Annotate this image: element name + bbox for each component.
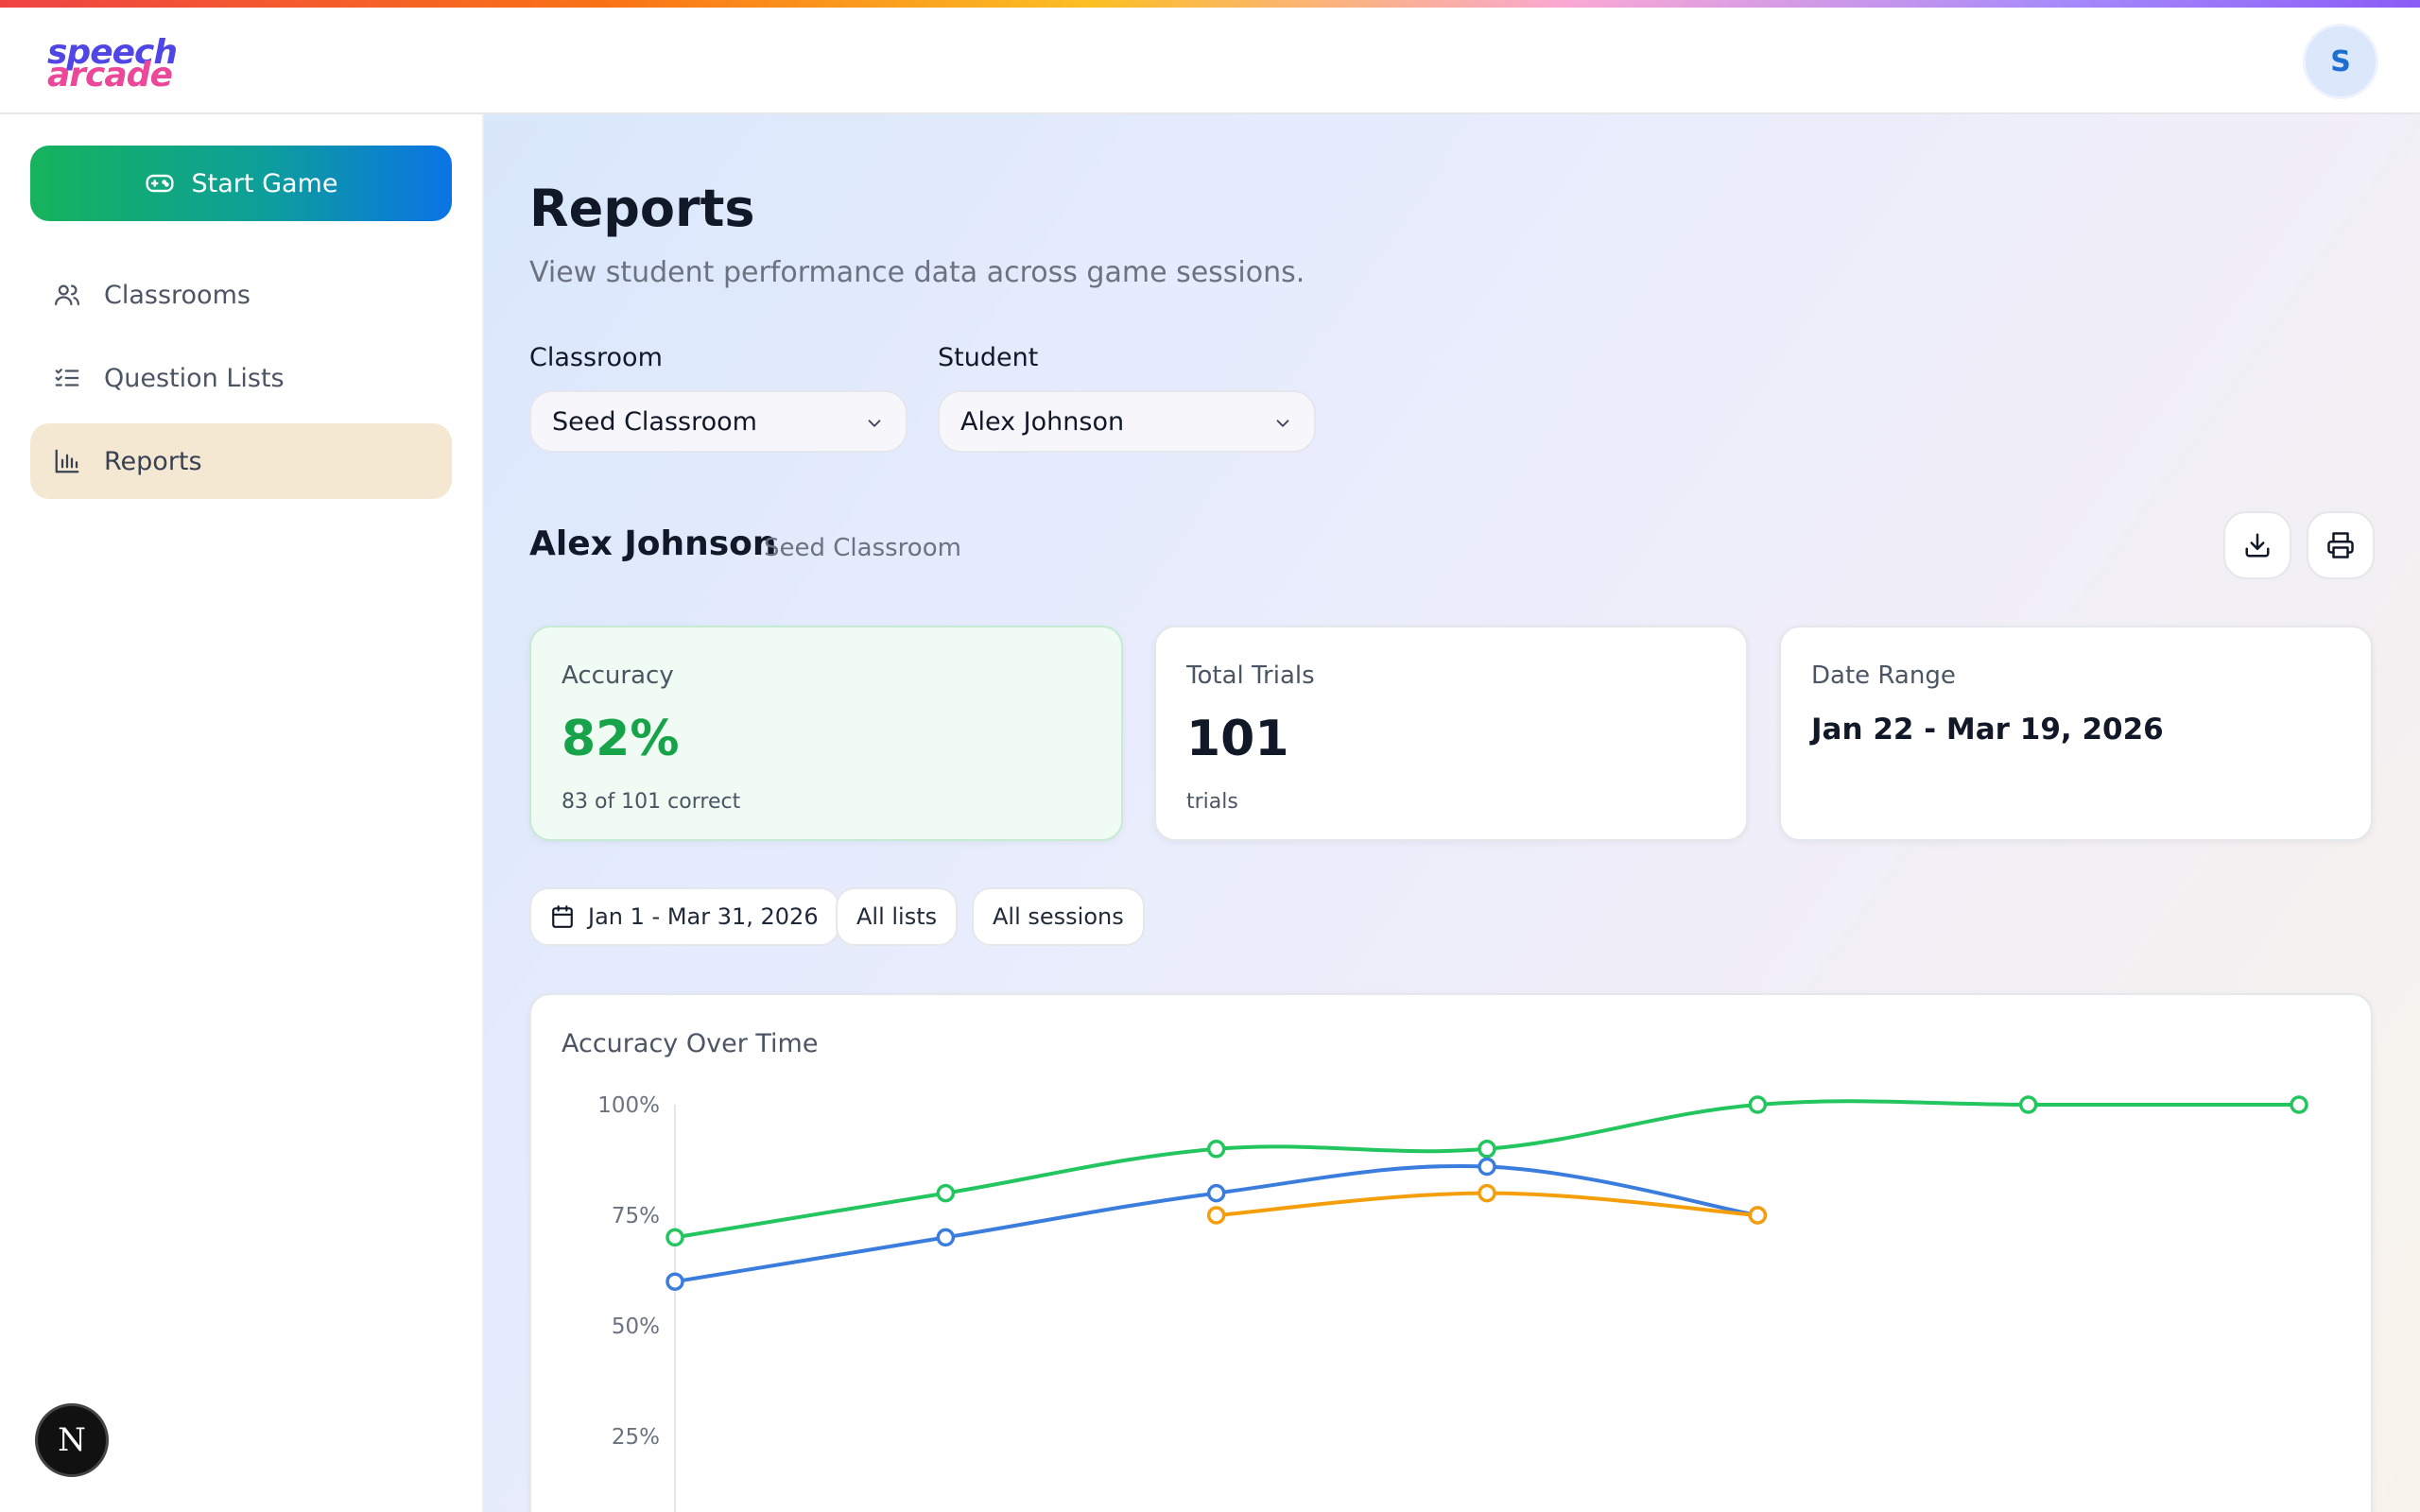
accuracy-chart-card: Accuracy Over Time 100% 75% 50% 25%: [529, 993, 2373, 1512]
data-point[interactable]: [1478, 1183, 1496, 1203]
date-range-value: Jan 22 - Mar 19, 2026: [1811, 713, 2164, 747]
student-select-value: Alex Johnson: [960, 406, 1125, 437]
speech-arcade-logo[interactable]: speech arcade: [47, 33, 180, 93]
calendar-icon: [552, 905, 573, 928]
lists-filter-label: All lists: [856, 903, 938, 930]
data-point[interactable]: [1748, 1206, 1768, 1225]
accuracy-label: Accuracy: [562, 662, 674, 690]
sidebar-item-classrooms[interactable]: Classrooms: [30, 257, 452, 333]
data-point[interactable]: [936, 1228, 956, 1247]
y-tick-label: 100%: [597, 1093, 660, 1118]
date-range-card: Date Range Jan 22 - Mar 19, 2026: [1779, 626, 2373, 841]
sessions-filter-chip[interactable]: All sessions: [972, 887, 1145, 946]
y-tick-label: 25%: [612, 1425, 660, 1450]
data-point[interactable]: [2018, 1095, 2038, 1114]
start-game-button[interactable]: Start Game: [30, 146, 452, 221]
report-classroom-name: Seed Classroom: [764, 534, 961, 562]
sidebar-item-question-lists[interactable]: Question Lists: [30, 340, 452, 416]
top-bar: speech arcade S: [0, 8, 2420, 114]
download-button[interactable]: [2223, 511, 2291, 579]
sidebar-item-label: Question Lists: [104, 363, 285, 393]
page-title: Reports: [529, 179, 755, 238]
data-point[interactable]: [2290, 1095, 2308, 1114]
sidebar-item-label: Classrooms: [104, 280, 251, 310]
data-point[interactable]: [666, 1272, 684, 1291]
user-avatar[interactable]: S: [2303, 24, 2378, 99]
accuracy-sub: 83 of 101 correct: [562, 790, 741, 814]
total-trials-sub: trials: [1186, 790, 1238, 814]
classroom-select-value: Seed Classroom: [552, 406, 757, 437]
classroom-label: Classroom: [529, 343, 663, 372]
sidebar-item-reports[interactable]: Reports: [30, 423, 452, 499]
logo-text-arcade: arcade: [47, 56, 173, 94]
download-icon: [2245, 533, 2270, 558]
accuracy-line-chart: 100% 75% 50% 25%: [597, 1093, 2308, 1512]
dev-tools-badge[interactable]: N: [35, 1403, 109, 1477]
printer-icon: [2327, 532, 2354, 558]
date-filter-chip[interactable]: Jan 1 - Mar 31, 2026: [529, 887, 839, 946]
accuracy-card: Accuracy 82% 83 of 101 correct: [529, 626, 1123, 841]
accuracy-value: 82%: [562, 711, 680, 767]
classroom-select[interactable]: Seed Classroom: [529, 390, 908, 453]
data-point[interactable]: [1478, 1140, 1496, 1159]
checklist-icon: [55, 369, 79, 387]
sidebar-item-label: Reports: [104, 446, 202, 476]
lists-filter-chip[interactable]: All lists: [836, 887, 959, 946]
report-student-name: Alex Johnson: [529, 524, 777, 563]
users-icon: [55, 284, 79, 306]
data-point[interactable]: [1206, 1206, 1226, 1225]
bar-chart-icon: [55, 449, 79, 473]
gamepad-icon: [145, 174, 174, 193]
y-tick-label: 75%: [612, 1204, 660, 1228]
sessions-filter-label: All sessions: [993, 903, 1124, 930]
student-select[interactable]: Alex Johnson: [938, 390, 1316, 453]
data-point[interactable]: [1748, 1095, 1768, 1114]
data-point[interactable]: [1478, 1157, 1496, 1177]
logo-text-speech: speech: [47, 33, 178, 72]
total-trials-card: Total Trials 101 trials: [1154, 626, 1748, 841]
data-point[interactable]: [1206, 1140, 1226, 1159]
page-subtitle: View student performance data across gam…: [529, 256, 1305, 289]
date-range-label: Date Range: [1811, 662, 1956, 690]
print-button[interactable]: [2307, 511, 2375, 579]
chart-title: Accuracy Over Time: [562, 1029, 819, 1058]
chevron-down-icon: [868, 420, 881, 427]
total-trials-label: Total Trials: [1186, 662, 1315, 690]
chevron-down-icon: [1276, 420, 1289, 427]
data-point[interactable]: [936, 1183, 956, 1203]
data-point[interactable]: [1206, 1183, 1226, 1203]
total-trials-value: 101: [1186, 711, 1289, 767]
sidebar: Start Game Classrooms Question Lists Rep…: [0, 114, 484, 1512]
student-label: Student: [938, 343, 1039, 372]
date-filter-label: Jan 1 - Mar 31, 2026: [588, 903, 819, 930]
start-game-label: Start Game: [191, 168, 338, 198]
data-point[interactable]: [666, 1228, 684, 1247]
main-content: Reports View student performance data ac…: [484, 114, 2420, 1512]
y-tick-label: 50%: [612, 1314, 660, 1339]
top-gradient-bar: [0, 0, 2420, 8]
